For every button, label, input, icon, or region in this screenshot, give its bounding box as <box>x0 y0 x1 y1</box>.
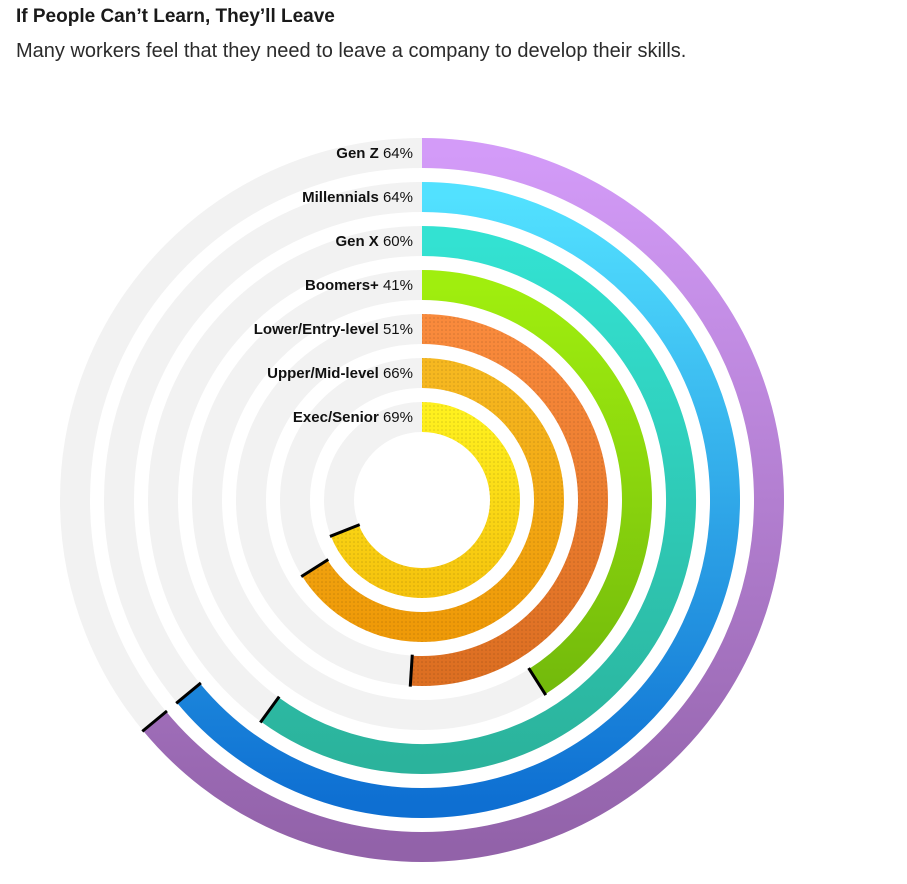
end-tick-millennials <box>175 681 202 705</box>
ring-bars <box>143 138 784 862</box>
end-tick-gen-x <box>259 695 281 724</box>
label-name-gen-x: Gen X <box>335 233 378 250</box>
bar-texture-exec-senior <box>330 402 520 598</box>
end-tick-exec-senior <box>329 523 361 538</box>
label-name-lower-entry-level: Lower/Entry-level <box>254 321 379 338</box>
label-name-boomers: Boomers+ <box>305 277 379 294</box>
label-millennials: Millennials 64% <box>302 189 413 206</box>
label-name-upper-mid-level: Upper/Mid-level <box>267 365 379 382</box>
end-tick-lower-entry-level <box>408 654 414 687</box>
label-value-gen-x: 60% <box>379 233 413 250</box>
chart-title: If People Can’t Learn, They’ll Leave <box>16 6 335 27</box>
bar-millennials <box>176 182 740 818</box>
label-upper-mid-level: Upper/Mid-level 66% <box>267 365 413 382</box>
label-exec-senior: Exec/Senior 69% <box>293 409 413 426</box>
label-name-exec-senior: Exec/Senior <box>293 409 379 426</box>
label-value-gen-z: 64% <box>379 145 413 162</box>
end-tick-upper-mid-level <box>300 558 330 578</box>
end-tick-boomers <box>527 667 548 696</box>
label-value-boomers: 41% <box>379 277 413 294</box>
label-value-lower-entry-level: 51% <box>379 321 413 338</box>
bar-texture-upper-mid-level <box>302 358 564 642</box>
label-value-millennials: 64% <box>379 189 413 206</box>
label-name-gen-z: Gen Z <box>336 145 379 162</box>
ring-end-ticks <box>141 523 548 733</box>
bar-boomers <box>421 270 652 695</box>
bar-gen-z <box>143 138 784 862</box>
ring-labels: Gen Z 64%Millennials 64%Gen X 60%Boomers… <box>254 145 413 426</box>
label-value-exec-senior: 69% <box>379 409 413 426</box>
bar-texture-lower-entry-level <box>410 314 608 686</box>
bar-gen-x <box>260 226 696 774</box>
chart-subtitle: Many workers feel that they need to leav… <box>16 40 687 62</box>
label-gen-x: Gen X 60% <box>335 233 413 250</box>
end-tick-gen-z <box>141 709 168 733</box>
label-boomers: Boomers+ 41% <box>305 277 413 294</box>
label-gen-z: Gen Z 64% <box>336 145 413 162</box>
label-value-upper-mid-level: 66% <box>379 365 413 382</box>
label-name-millennials: Millennials <box>302 189 379 206</box>
label-lower-entry-level: Lower/Entry-level 51% <box>254 321 413 338</box>
